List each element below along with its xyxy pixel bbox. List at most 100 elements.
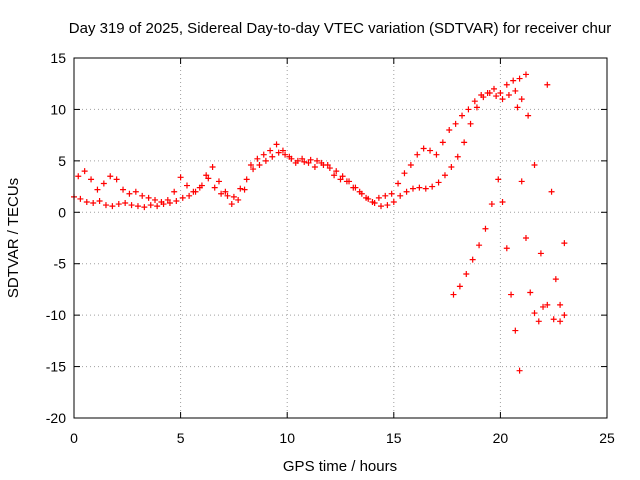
data-point-descending-branch xyxy=(450,291,457,298)
data-point-main xyxy=(454,153,461,160)
data-point-main xyxy=(512,87,519,94)
data-point-upper-oscillation xyxy=(388,190,395,197)
data-point-main xyxy=(102,202,109,209)
x-tick-label: 20 xyxy=(493,430,509,446)
data-point-main xyxy=(250,166,257,173)
data-point-upper-oscillation xyxy=(497,89,504,96)
data-point-upper-oscillation xyxy=(484,89,491,96)
y-tick-label: -20 xyxy=(46,410,66,426)
data-point-main xyxy=(435,179,442,186)
data-point-descending-branch xyxy=(488,201,495,208)
data-point-main xyxy=(243,176,250,183)
y-tick-label: 5 xyxy=(58,153,66,169)
data-point-upper-oscillation xyxy=(209,164,216,171)
data-point-main xyxy=(179,194,186,201)
data-point-upper-oscillation xyxy=(120,186,127,193)
data-point-upper-oscillation xyxy=(228,201,235,208)
y-tick-label: -10 xyxy=(46,307,66,323)
data-point-main xyxy=(505,92,512,99)
data-point-main xyxy=(473,104,480,111)
data-point-upper-oscillation xyxy=(286,153,293,160)
data-point-upper-oscillation xyxy=(113,176,120,183)
data-point-upper-oscillation xyxy=(267,147,274,154)
data-point-main xyxy=(409,185,416,192)
data-point-descending-branch xyxy=(499,199,506,205)
data-point-upper-oscillation xyxy=(132,188,139,195)
data-point-upper-oscillation xyxy=(311,164,318,171)
data-point-upper-oscillation xyxy=(478,92,485,99)
data-point-upper-oscillation xyxy=(465,106,472,113)
data-point-upper-oscillation xyxy=(299,155,306,162)
data-point-upper-oscillation xyxy=(273,141,280,148)
data-point-main xyxy=(282,151,289,158)
data-point-main xyxy=(218,190,225,197)
data-point-upper-oscillation xyxy=(324,161,331,168)
data-point-upper-oscillation xyxy=(215,178,222,185)
data-point-main xyxy=(224,192,231,199)
data-point-descending-branch xyxy=(463,271,470,277)
data-point-main xyxy=(166,200,173,207)
data-point-upper-oscillation xyxy=(247,161,254,168)
data-point-upper-oscillation xyxy=(471,98,478,105)
data-point-main xyxy=(518,96,525,103)
data-point-main xyxy=(557,318,564,325)
y-tick-label: 0 xyxy=(58,204,66,220)
data-point-upper-oscillation xyxy=(382,192,389,199)
y-tick-label: -15 xyxy=(46,359,66,375)
data-point-main xyxy=(326,165,333,172)
data-point-main xyxy=(115,201,122,208)
data-point-upper-oscillation xyxy=(171,188,178,195)
data-point-upper-oscillation xyxy=(510,77,517,84)
data-point-upper-oscillation xyxy=(196,184,203,191)
data-point-main xyxy=(237,185,244,192)
data-point-main xyxy=(403,188,410,195)
data-point-upper-oscillation xyxy=(503,81,510,88)
chart-title: Day 319 of 2025, Sidereal Day-to-day VTE… xyxy=(69,20,611,37)
data-point-upper-oscillation xyxy=(350,184,357,191)
data-point-descending-branch xyxy=(516,367,523,374)
data-point-upper-oscillation xyxy=(241,186,248,193)
data-point-upper-oscillation xyxy=(145,194,152,201)
data-point-upper-oscillation xyxy=(177,174,184,181)
data-point-late-spikes xyxy=(531,310,538,317)
data-point-upper-oscillation xyxy=(305,159,312,166)
x-tick-label: 0 xyxy=(70,430,78,446)
data-point-main xyxy=(186,192,193,199)
data-point-upper-oscillation xyxy=(100,180,107,187)
data-point-main xyxy=(205,175,212,182)
plot-frame xyxy=(73,57,608,419)
data-point-late-spikes xyxy=(540,303,547,310)
data-point-upper-oscillation xyxy=(88,176,95,183)
data-point-main xyxy=(256,161,263,168)
data-point-main xyxy=(441,172,448,179)
data-point-main xyxy=(96,197,103,204)
data-point-main xyxy=(422,185,429,192)
data-point-main xyxy=(83,199,90,205)
data-point-upper-oscillation xyxy=(363,194,370,201)
data-point-main xyxy=(77,195,84,202)
data-point-main xyxy=(134,203,141,210)
y-axis-label: SDTVAR / TECUs xyxy=(5,178,22,298)
data-point-descending-branch xyxy=(495,176,502,183)
data-point-upper-oscillation xyxy=(164,196,171,203)
data-point-upper-oscillation xyxy=(279,147,286,154)
data-point-upper-oscillation xyxy=(407,161,414,168)
data-point-upper-oscillation xyxy=(222,188,229,195)
data-point-late-spikes xyxy=(518,178,525,185)
data-point-upper-oscillation xyxy=(318,159,325,166)
data-point-late-spikes xyxy=(535,318,542,325)
data-point-late-spikes xyxy=(544,81,551,88)
data-point-upper-oscillation xyxy=(343,178,350,185)
data-point-descending-branch xyxy=(456,283,463,290)
data-point-main xyxy=(429,183,436,190)
data-point-upper-oscillation xyxy=(446,127,453,133)
data-point-upper-oscillation xyxy=(126,190,133,197)
data-point-main xyxy=(154,203,161,210)
x-tick-label: 10 xyxy=(279,430,295,446)
data-point-upper-oscillation xyxy=(401,170,408,177)
data-point-upper-oscillation xyxy=(516,75,523,82)
data-point-main xyxy=(550,316,557,323)
data-point-main xyxy=(499,96,506,103)
data-point-upper-oscillation xyxy=(369,199,376,205)
